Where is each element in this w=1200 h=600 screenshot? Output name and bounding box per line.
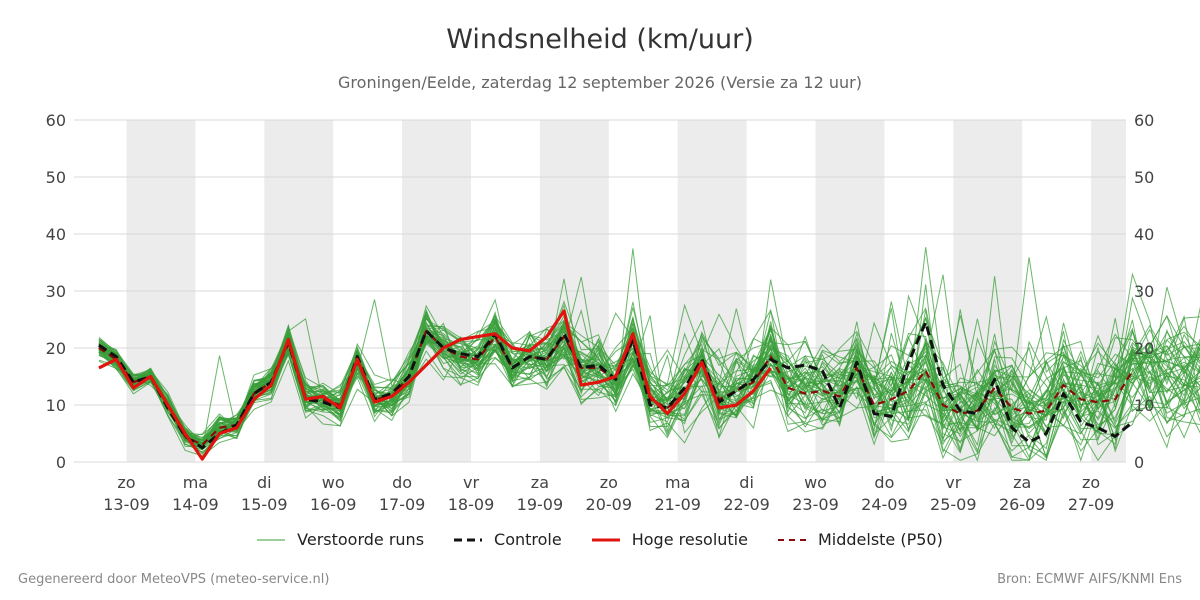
y-gridlines bbox=[74, 119, 1126, 463]
y-tick-label-left: 30 bbox=[46, 282, 66, 301]
y-tick-label-left: 40 bbox=[46, 225, 66, 244]
ensemble-run-line bbox=[98, 304, 1200, 446]
footer-credit: Gegenereerd door MeteoVPS (meteo-service… bbox=[18, 572, 330, 587]
chart-canvas: 0 0 10 10 20 20 30 30 40 40 50 50 60 60 zo 13-09 ma 14-0… bbox=[46, 111, 1200, 514]
x-tick-weekday: do bbox=[874, 473, 894, 492]
legend-label-control: Controle bbox=[494, 530, 562, 549]
y-tick-label-left: 60 bbox=[46, 111, 66, 130]
x-axis-labels: zo 13-09 ma 14-09 di 15-09 wo 16-09 do 17-09 vr 18-… bbox=[103, 473, 1114, 514]
x-tick-date: 16-09 bbox=[310, 495, 357, 514]
x-tick-weekday: ma bbox=[183, 473, 208, 492]
y-axis-labels: 0 0 10 10 20 20 30 30 40 40 50 50 60 60 bbox=[46, 111, 1155, 472]
x-tick-date: 15-09 bbox=[241, 495, 288, 514]
x-tick-date: 26-09 bbox=[999, 495, 1046, 514]
legend-label-hires: Hoge resolutie bbox=[631, 530, 748, 549]
y-tick-label-left: 0 bbox=[56, 453, 66, 472]
legend-label-median: Middelste (P50) bbox=[817, 530, 943, 549]
series-line-hires bbox=[98, 309, 772, 461]
ensemble-run-line bbox=[98, 257, 1200, 446]
x-tick-date: 14-09 bbox=[172, 495, 219, 514]
ensemble-runs bbox=[98, 247, 1200, 462]
legend-swatch-control bbox=[454, 538, 483, 541]
x-tick-weekday: zo bbox=[117, 473, 135, 492]
x-tick-weekday: zo bbox=[1082, 473, 1100, 492]
legend: Verstoorde runs Controle Hoge resolutie … bbox=[0, 530, 1200, 549]
x-tick-weekday: zo bbox=[600, 473, 618, 492]
x-tick-weekday: wo bbox=[804, 473, 827, 492]
x-tick-date: 19-09 bbox=[517, 495, 564, 514]
legend-item-hires[interactable]: Hoge resolutie bbox=[591, 530, 748, 549]
x-tick-date: 18-09 bbox=[448, 495, 495, 514]
y-tick-label-left: 50 bbox=[46, 168, 66, 187]
y-tick-label-right: 40 bbox=[1134, 225, 1154, 244]
y-tick-label-right: 60 bbox=[1134, 111, 1154, 130]
x-tick-date: 20-09 bbox=[586, 495, 633, 514]
x-tick-date: 22-09 bbox=[723, 495, 770, 514]
x-tick-date: 24-09 bbox=[861, 495, 908, 514]
y-tick-label-right: 30 bbox=[1134, 282, 1154, 301]
y-tick-label-right: 0 bbox=[1134, 453, 1144, 472]
y-tick-label-right: 50 bbox=[1134, 168, 1154, 187]
x-tick-weekday: za bbox=[1013, 473, 1031, 492]
x-tick-weekday: di bbox=[739, 473, 754, 492]
x-tick-date: 23-09 bbox=[792, 495, 839, 514]
ensemble-run-line bbox=[98, 301, 1200, 442]
x-tick-date: 21-09 bbox=[654, 495, 701, 514]
legend-item-control[interactable]: Controle bbox=[454, 530, 562, 549]
legend-swatch-ensemble bbox=[257, 539, 286, 540]
x-tick-weekday: di bbox=[257, 473, 272, 492]
x-tick-weekday: vr bbox=[945, 473, 961, 492]
x-tick-date: 13-09 bbox=[103, 495, 150, 514]
legend-label-ensemble: Verstoorde runs bbox=[297, 530, 425, 549]
legend-swatch-hires bbox=[591, 538, 620, 541]
chart-subtitle: Groningen/Eelde, zaterdag 12 september 2… bbox=[338, 73, 862, 92]
chart-title: Windsnelheid (km/uur) bbox=[446, 24, 754, 55]
legend-swatch-median bbox=[777, 538, 806, 541]
legend-item-ensemble[interactable]: Verstoorde runs bbox=[257, 530, 424, 549]
y-tick-label-right: 20 bbox=[1134, 339, 1154, 358]
x-tick-date: 25-09 bbox=[930, 495, 977, 514]
y-tick-label-left: 10 bbox=[46, 396, 66, 415]
x-tick-weekday: ma bbox=[665, 473, 690, 492]
x-tick-weekday: wo bbox=[322, 473, 345, 492]
x-tick-date: 17-09 bbox=[379, 495, 426, 514]
y-tick-label-right: 10 bbox=[1134, 396, 1154, 415]
y-tick-label-left: 20 bbox=[46, 339, 66, 358]
main-series bbox=[98, 309, 1134, 461]
x-tick-weekday: vr bbox=[463, 473, 479, 492]
x-tick-weekday: do bbox=[392, 473, 412, 492]
legend-item-median[interactable]: Middelste (P50) bbox=[777, 530, 943, 549]
x-tick-weekday: za bbox=[531, 473, 549, 492]
footer-source: Bron: ECMWF AIFS/KNMI Ens bbox=[997, 572, 1182, 587]
x-tick-date: 27-09 bbox=[1068, 495, 1115, 514]
